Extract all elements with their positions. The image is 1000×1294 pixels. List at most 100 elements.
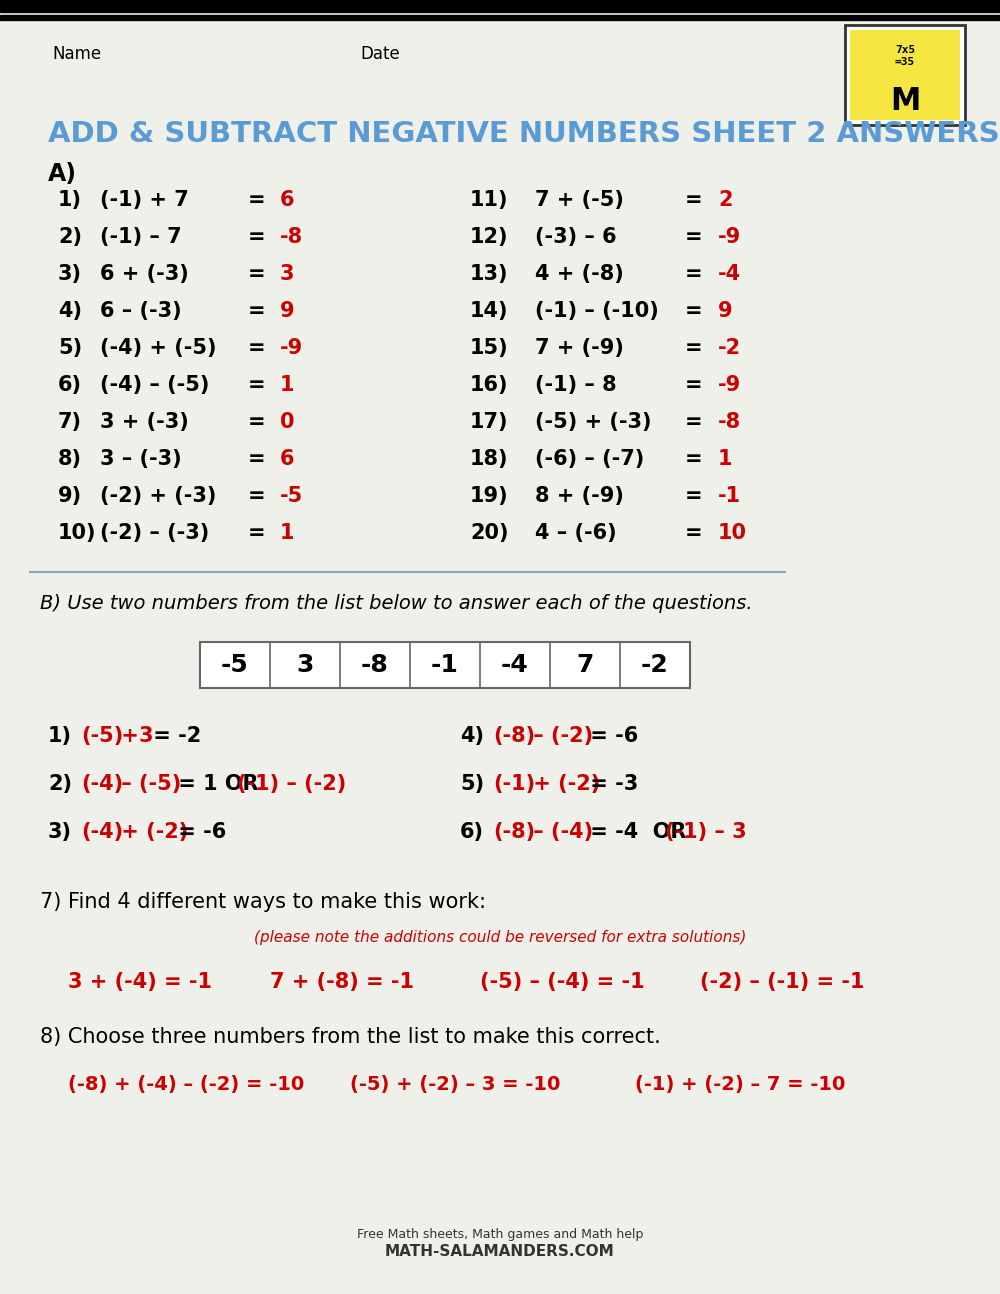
Text: +: + [114, 726, 146, 747]
Text: -8: -8 [361, 653, 389, 677]
Text: 3: 3 [280, 264, 294, 283]
Text: 1: 1 [718, 449, 732, 468]
Text: =: = [248, 375, 266, 395]
Text: (-8): (-8) [493, 822, 535, 842]
Text: = -2: = -2 [146, 726, 202, 747]
Text: 3: 3 [138, 726, 153, 747]
Text: 1: 1 [280, 523, 294, 543]
Text: 18): 18) [470, 449, 509, 468]
Text: (-8) + (-4) – (-2) = -10: (-8) + (-4) – (-2) = -10 [68, 1075, 304, 1093]
Text: + (-2): + (-2) [114, 822, 188, 842]
Bar [0, 16, 1000, 19]
Text: 1): 1) [48, 726, 72, 747]
Text: – (-2): – (-2) [526, 726, 593, 747]
Text: (-3) – 6: (-3) – 6 [535, 226, 617, 247]
Text: 10: 10 [718, 523, 747, 543]
Text: 8): 8) [58, 449, 82, 468]
Text: 17): 17) [470, 411, 509, 432]
Text: 4): 4) [58, 302, 82, 321]
Text: (-5) + (-2) – 3 = -10: (-5) + (-2) – 3 = -10 [350, 1075, 560, 1093]
Text: 9): 9) [58, 487, 82, 506]
Text: 4): 4) [460, 726, 484, 747]
Text: 10): 10) [58, 523, 96, 543]
Text: (-2) – (-1) = -1: (-2) – (-1) = -1 [700, 972, 864, 992]
Text: =: = [248, 190, 266, 210]
Text: 0: 0 [280, 411, 294, 432]
Text: – (-5): – (-5) [114, 774, 181, 795]
Text: =: = [685, 375, 703, 395]
Text: 20): 20) [470, 523, 509, 543]
Text: 2): 2) [48, 774, 72, 795]
Text: = -3: = -3 [583, 774, 638, 795]
Text: ADD & SUBTRACT NEGATIVE NUMBERS SHEET 2 ANSWERS: ADD & SUBTRACT NEGATIVE NUMBERS SHEET 2 … [48, 120, 1000, 148]
Text: 3 – (-3): 3 – (-3) [100, 449, 182, 468]
Text: 7 + (-5): 7 + (-5) [535, 190, 624, 210]
Text: =: = [685, 338, 703, 358]
Text: 6: 6 [280, 449, 294, 468]
Text: (-2) – (-3): (-2) – (-3) [100, 523, 209, 543]
Text: -4: -4 [501, 653, 529, 677]
Text: -1: -1 [431, 653, 459, 677]
Text: -9: -9 [718, 375, 741, 395]
Text: = -6: = -6 [171, 822, 226, 842]
Text: -2: -2 [718, 338, 741, 358]
Text: =35: =35 [895, 57, 915, 67]
Text: 7) Find 4 different ways to make this work:: 7) Find 4 different ways to make this wo… [40, 892, 486, 912]
Text: 4 – (-6): 4 – (-6) [535, 523, 617, 543]
Text: = -4  OR: = -4 OR [583, 822, 694, 842]
Text: B) Use two numbers from the list below to answer each of the questions.: B) Use two numbers from the list below t… [40, 594, 753, 613]
Text: + (-2): + (-2) [526, 774, 600, 795]
Text: (-4) + (-5): (-4) + (-5) [100, 338, 216, 358]
Text: 6): 6) [460, 822, 484, 842]
Text: 3: 3 [296, 653, 314, 677]
Text: 13): 13) [470, 264, 509, 283]
Text: =: = [685, 449, 703, 468]
Text: 2): 2) [58, 226, 82, 247]
Text: 12): 12) [470, 226, 509, 247]
Text: 8) Choose three numbers from the list to make this correct.: 8) Choose three numbers from the list to… [40, 1027, 661, 1047]
Text: 7: 7 [576, 653, 594, 677]
Text: =: = [248, 338, 266, 358]
Text: (-1) – 8: (-1) – 8 [535, 375, 617, 395]
Text: -5: -5 [221, 653, 249, 677]
Text: Free Math sheets, Math games and Math help: Free Math sheets, Math games and Math he… [357, 1228, 643, 1241]
Text: =: = [685, 523, 703, 543]
Text: =: = [248, 411, 266, 432]
Text: 6 – (-3): 6 – (-3) [100, 302, 182, 321]
Text: 1: 1 [280, 375, 294, 395]
Text: A): A) [48, 162, 77, 186]
Text: (-5) + (-3): (-5) + (-3) [535, 411, 652, 432]
Text: =: = [248, 264, 266, 283]
Text: 3): 3) [48, 822, 72, 842]
Text: =: = [248, 226, 266, 247]
Text: -9: -9 [718, 226, 741, 247]
Text: 2: 2 [718, 190, 732, 210]
Text: MATH-SALAMANDERS.COM: MATH-SALAMANDERS.COM [385, 1244, 615, 1259]
Text: (-1) – (-10): (-1) – (-10) [535, 302, 659, 321]
Text: Name: Name [52, 45, 101, 63]
Text: =: = [685, 302, 703, 321]
Text: =: = [685, 411, 703, 432]
Text: -2: -2 [641, 653, 669, 677]
Text: -9: -9 [280, 338, 303, 358]
Text: =: = [685, 487, 703, 506]
Text: (-1) – (-2): (-1) – (-2) [237, 774, 346, 795]
Text: (-1): (-1) [493, 774, 535, 795]
Text: =: = [685, 226, 703, 247]
Text: =: = [248, 449, 266, 468]
Text: 1): 1) [58, 190, 82, 210]
Text: 5): 5) [460, 774, 484, 795]
Text: 11): 11) [470, 190, 509, 210]
Text: (-1) – 7: (-1) – 7 [100, 226, 182, 247]
Text: (-6) – (-7): (-6) – (-7) [535, 449, 644, 468]
Text: 16): 16) [470, 375, 509, 395]
Text: -1: -1 [718, 487, 741, 506]
Text: -4: -4 [718, 264, 741, 283]
Text: (-5): (-5) [81, 726, 123, 747]
Text: =: = [248, 487, 266, 506]
Text: 3): 3) [58, 264, 82, 283]
Text: (-4): (-4) [81, 774, 123, 795]
Text: (-2) + (-3): (-2) + (-3) [100, 487, 216, 506]
Text: 3 + (-4) = -1: 3 + (-4) = -1 [68, 972, 212, 992]
Text: = -6: = -6 [583, 726, 638, 747]
